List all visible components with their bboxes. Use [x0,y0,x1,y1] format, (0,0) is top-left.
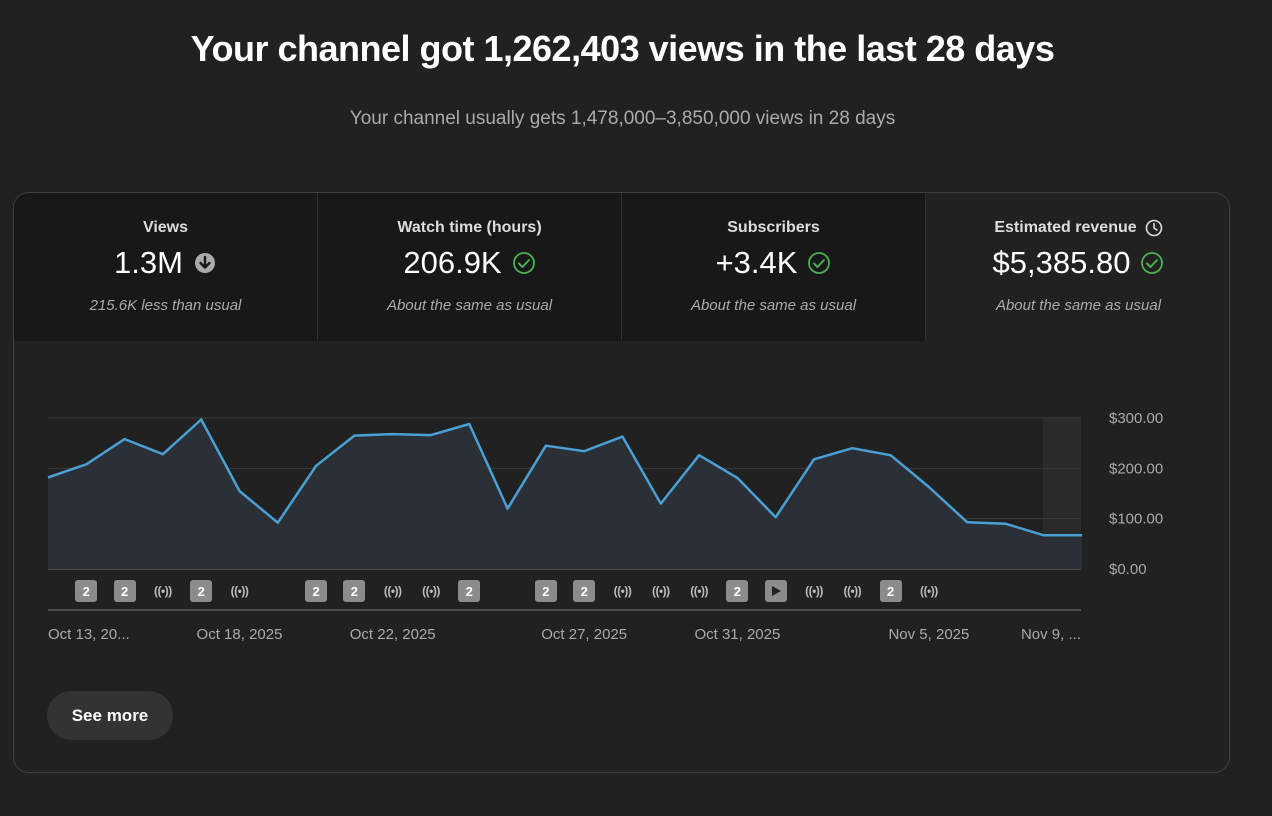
live-stream-marker-icon[interactable]: ((•)) [154,584,172,598]
subhead: Your channel usually gets 1,478,000–3,85… [349,108,896,129]
y-tick-label: $100.00 [1109,511,1163,528]
metric-tab-watch-time[interactable]: Watch time (hours) 206.9K About the same… [318,193,622,341]
metric-value: 1.3M [114,245,183,280]
metric-value: +3.4K [715,245,798,280]
metric-note: 215.6K less than usual [89,297,242,314]
x-tick-label: Oct 18, 2025 [197,626,283,643]
y-tick-label: $300.00 [1109,410,1163,427]
metric-note: About the same as usual [386,297,553,314]
x-tick-label: Oct 31, 2025 [694,626,780,643]
multi-upload-marker-badge[interactable]: 2 [113,580,136,602]
multi-upload-marker-badge[interactable]: 2 [726,580,749,602]
x-tick-label: Nov 9, ... [1021,626,1081,643]
metric-tab-estimated-revenue[interactable]: Estimated revenue $5,385.80 About the sa… [926,193,1229,341]
live-stream-marker-icon[interactable]: ((•)) [422,584,440,598]
multi-upload-marker-badge[interactable]: 2 [458,580,481,602]
chart-area-fill [48,419,1083,569]
metric-title: Estimated revenue [994,219,1137,236]
headline: Your channel got 1,262,403 views in the … [190,28,1055,69]
overview-card: Views 1.3M 215.6K less than usual Watch … [13,192,1230,773]
y-tick-label: $0.00 [1109,561,1147,578]
metric-note: About the same as usual [995,297,1162,314]
metric-title: Views [142,219,189,236]
live-stream-marker-icon[interactable]: ((•)) [613,584,632,598]
play-icon [771,586,781,596]
video-play-marker-icon[interactable] [764,580,787,602]
metric-tab-subscribers[interactable]: Subscribers +3.4K About the same as usua… [622,193,926,341]
live-stream-marker-icon[interactable]: ((•)) [843,584,862,598]
clock-icon[interactable] [1145,219,1163,237]
metric-value: $5,385.80 [992,245,1131,280]
multi-upload-marker-badge[interactable]: 2 [534,580,557,602]
x-tick-label: Oct 27, 2025 [541,626,627,643]
multi-upload-marker-badge[interactable]: 2 [343,580,366,602]
down-arrow-circle-icon [194,253,215,273]
check-circle-icon [1141,252,1164,274]
live-stream-marker-icon[interactable]: ((•)) [230,584,249,598]
x-tick-label: Oct 13, 20... [48,626,130,643]
multi-upload-marker-badge[interactable]: 2 [573,580,596,602]
multi-upload-marker-badge[interactable]: 2 [190,580,213,602]
metric-note: About the same as usual [690,297,857,314]
metric-tabs: Views 1.3M 215.6K less than usual Watch … [14,193,1229,341]
live-stream-marker-icon[interactable]: ((•)) [383,584,402,598]
x-tick-label: Nov 5, 2025 [888,626,969,643]
y-tick-label: $200.00 [1109,460,1163,477]
see-more-button[interactable]: See more [47,691,173,740]
metric-tab-views[interactable]: Views 1.3M 215.6K less than usual [14,193,318,341]
multi-upload-marker-badge[interactable]: 2 [75,580,98,602]
multi-upload-marker-badge[interactable]: 2 [879,580,902,602]
metric-title: Watch time (hours) [397,219,542,236]
chart-series-line [47,418,1083,537]
x-tick-label: Oct 22, 2025 [350,626,436,643]
check-circle-icon [808,252,831,274]
metric-title: Subscribers [727,219,820,236]
live-stream-marker-icon[interactable]: ((•)) [805,584,823,598]
live-stream-marker-icon[interactable]: ((•)) [651,584,670,598]
check-circle-icon [512,252,535,274]
live-stream-marker-icon[interactable]: ((•)) [690,584,708,598]
live-stream-marker-icon[interactable]: ((•)) [920,584,938,598]
metric-value: 206.9K [403,245,502,280]
revenue-chart[interactable]: $300.00 $200.00 $100.00 $0.00 Oct 13, 20... O… [14,193,1230,663]
multi-upload-marker-badge[interactable]: 2 [305,580,328,602]
